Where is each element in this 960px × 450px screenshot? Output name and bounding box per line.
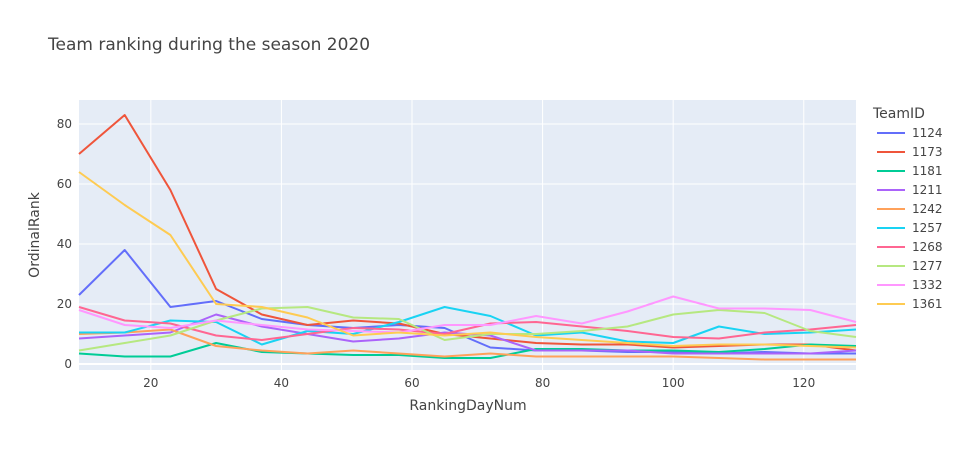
x-tick-label: 120 (792, 376, 815, 390)
series-line-1361 (78, 171, 857, 349)
x-tick-label: 80 (535, 376, 550, 390)
series-line-1332 (78, 295, 857, 334)
y-tick-label: 20 (57, 297, 72, 311)
y-axis-ticks: 0 20 40 60 80 (57, 117, 72, 371)
legend-item-1332[interactable]: 1332 (877, 278, 943, 292)
series-line-1181 (78, 342, 857, 359)
legend-label: 1268 (912, 240, 943, 254)
chart-title: Team ranking during the season 2020 (47, 35, 370, 55)
legend-item-1277[interactable]: 1277 (877, 259, 943, 273)
x-tick-label: 20 (143, 376, 158, 390)
y-tick-label: 0 (64, 357, 72, 371)
legend-label: 1277 (912, 259, 943, 273)
x-axis-ticks: 20 40 60 80 100 120 (143, 376, 815, 390)
legend-label: 1173 (912, 145, 943, 159)
legend-label: 1181 (912, 164, 943, 178)
legend-item-1268[interactable]: 1268 (877, 240, 943, 254)
x-tick-label: 60 (404, 376, 419, 390)
series-line-1268 (78, 306, 857, 341)
legend-item-1124[interactable]: 1124 (877, 126, 943, 140)
legend-label: 1257 (912, 221, 943, 235)
y-tick-label: 60 (57, 177, 72, 191)
legend-item-1211[interactable]: 1211 (877, 183, 943, 197)
legend-item-1173[interactable]: 1173 (877, 145, 943, 159)
series-line-1242 (78, 328, 856, 361)
legend-item-1361[interactable]: 1361 (877, 297, 943, 311)
y-axis-title: OrdinalRank (27, 191, 43, 278)
legend-label: 1211 (912, 183, 943, 197)
x-axis-title: RankingDayNum (409, 398, 526, 414)
y-tick-label: 40 (57, 237, 72, 251)
series-lines (78, 114, 857, 361)
gridlines (79, 100, 856, 370)
legend-label: 1361 (912, 297, 943, 311)
legend[interactable]: TeamID 112411731181121112421257126812771… (872, 106, 943, 311)
legend-title: TeamID (872, 106, 925, 122)
y-tick-label: 80 (57, 117, 72, 131)
legend-item-1242[interactable]: 1242 (877, 202, 943, 216)
legend-label: 1124 (912, 126, 943, 140)
legend-label: 1242 (912, 202, 943, 216)
legend-item-1181[interactable]: 1181 (877, 164, 943, 178)
x-tick-label: 100 (662, 376, 685, 390)
x-tick-label: 40 (274, 376, 289, 390)
legend-item-1257[interactable]: 1257 (877, 221, 943, 235)
legend-label: 1332 (912, 278, 943, 292)
legend-items[interactable]: 1124 1173 1181 1211 1242 1257 1268 1277 1332 1361 (877, 126, 943, 311)
series-line-1277 (78, 306, 857, 352)
